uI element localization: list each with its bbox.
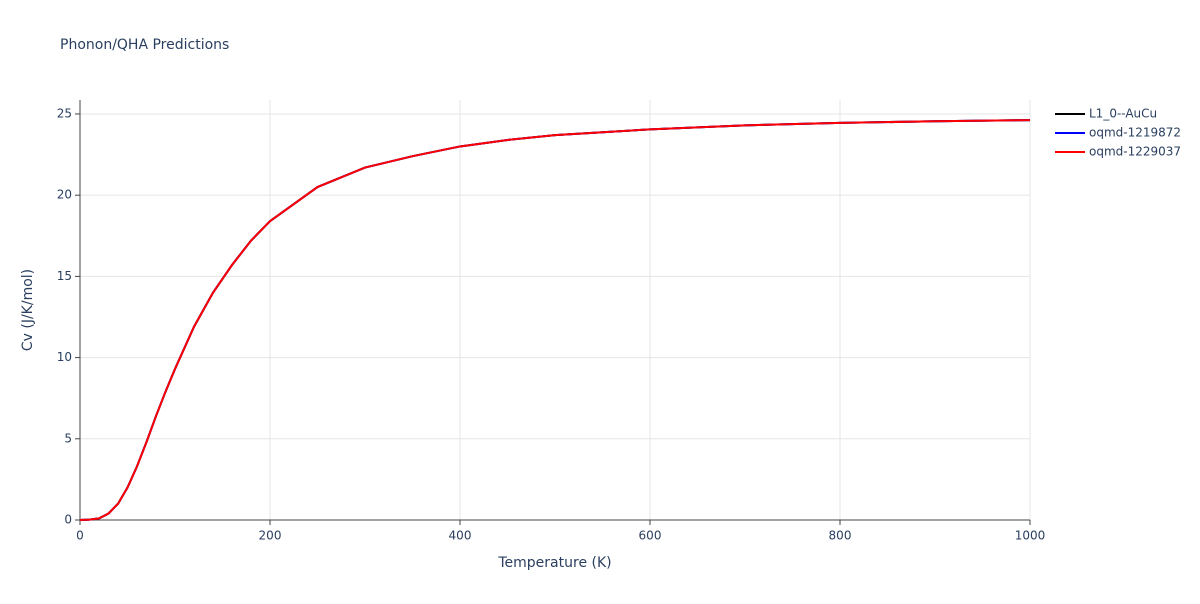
chart-title: Phonon/QHA Predictions xyxy=(60,37,229,53)
x-tick-label: 600 xyxy=(639,529,662,543)
x-axis-title: Temperature (K) xyxy=(497,555,611,571)
legend-label: oqmd-1229037 xyxy=(1089,145,1181,159)
x-tick-label: 0 xyxy=(76,529,84,543)
y-tick-label: 25 xyxy=(57,106,72,120)
y-tick-label: 0 xyxy=(64,513,72,527)
series-line xyxy=(79,119,1031,521)
x-tick-label: 200 xyxy=(259,529,282,543)
series-line xyxy=(79,119,1031,521)
x-tick-label: 800 xyxy=(829,529,852,543)
legend-label: L1_0--AuCu xyxy=(1089,107,1157,121)
series-line xyxy=(79,119,1031,521)
y-tick-label: 10 xyxy=(57,350,72,364)
x-tick-label: 1000 xyxy=(1015,529,1046,543)
y-tick-label: 5 xyxy=(64,431,72,445)
x-tick-label: 400 xyxy=(449,529,472,543)
y-tick-label: 15 xyxy=(57,269,72,283)
y-axis-title: Cv (J/K/mol) xyxy=(20,269,36,351)
y-tick-label: 20 xyxy=(57,188,72,202)
legend-label: oqmd-1219872 xyxy=(1089,126,1181,140)
